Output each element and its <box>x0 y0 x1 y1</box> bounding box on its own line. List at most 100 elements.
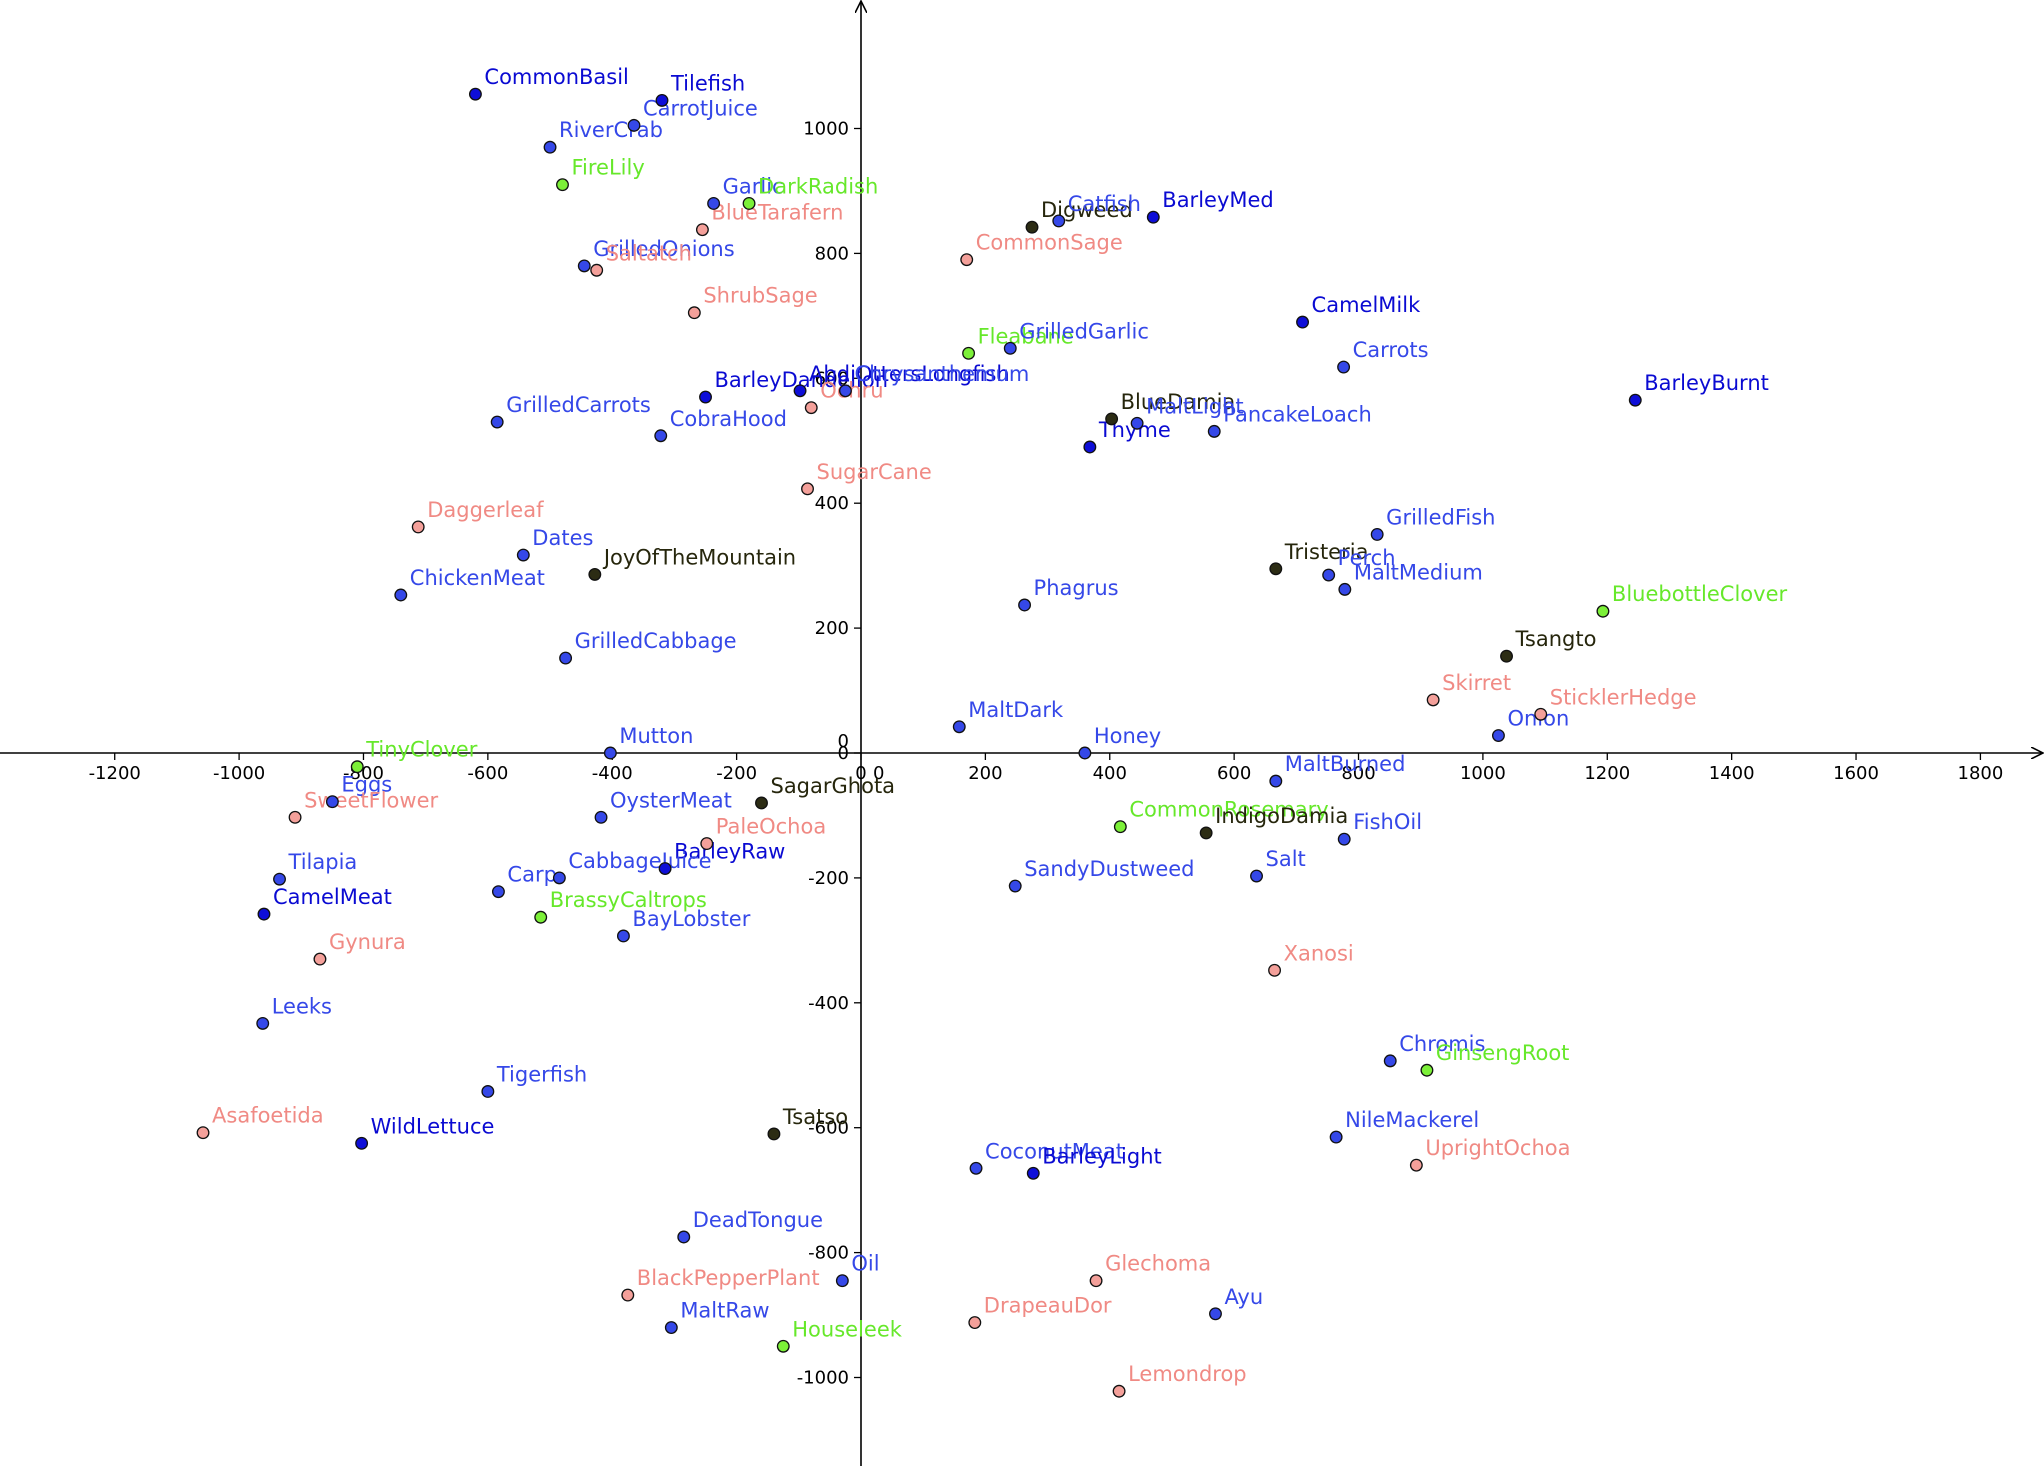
point-honey[interactable] <box>1078 746 1092 760</box>
point-tilefish[interactable] <box>655 93 669 107</box>
point-sweet-flower[interactable] <box>288 810 302 824</box>
point-label-lemondrop: Lemondrop <box>1128 1362 1247 1386</box>
point-daggerleaf[interactable] <box>411 520 425 534</box>
x-tick-label: 200 <box>968 763 1002 784</box>
point-label-upright-ochoa: UprightOchoa <box>1425 1136 1570 1160</box>
point-fire-lily[interactable] <box>556 178 569 192</box>
point-pancake-loach[interactable] <box>1207 424 1221 438</box>
point-coconut-meat[interactable] <box>969 1161 983 1175</box>
point-drapeau-dor[interactable] <box>968 1316 982 1329</box>
point-ayu[interactable] <box>1209 1307 1222 1321</box>
origin-label: 0 <box>838 731 849 752</box>
point-common-rosemary[interactable] <box>1113 820 1127 834</box>
point-carrots[interactable] <box>1337 360 1351 374</box>
point-houseleek[interactable] <box>776 1339 790 1353</box>
point-pale-ochoa[interactable] <box>700 837 714 851</box>
point-grilled-cabbage[interactable] <box>559 651 573 665</box>
point-malt-burned[interactable] <box>1269 774 1283 788</box>
point-label-grilled-onions: GrilledOnions <box>593 237 734 261</box>
point-nile-mackerel[interactable] <box>1329 1130 1343 1144</box>
point-onion[interactable] <box>1491 729 1505 742</box>
point-tsangto[interactable] <box>1500 649 1513 663</box>
point-malt-raw[interactable] <box>664 1321 678 1334</box>
point-saltatch[interactable] <box>590 263 604 277</box>
point-salt[interactable] <box>1250 869 1263 883</box>
point-barley-raw[interactable] <box>658 862 672 875</box>
point-glechoma[interactable] <box>1089 1274 1103 1288</box>
point-eggs[interactable] <box>325 795 339 809</box>
point-fish-oil[interactable] <box>1337 832 1351 846</box>
point-sagar-ghota[interactable] <box>755 796 768 810</box>
point-brassy-caltrops[interactable] <box>534 910 548 924</box>
point-perch[interactable] <box>1322 568 1336 582</box>
point-oil[interactable] <box>835 1274 849 1288</box>
point-catfish[interactable] <box>1052 214 1066 228</box>
point-blue-damia[interactable] <box>1105 412 1119 426</box>
point-black-pepper-plant[interactable] <box>621 1288 635 1302</box>
point-skirret[interactable] <box>1426 693 1440 707</box>
point-dark-radish[interactable] <box>742 196 756 210</box>
point-bay-lobster[interactable] <box>616 929 630 943</box>
point-malt-light[interactable] <box>1130 416 1144 430</box>
point-tristeria[interactable] <box>1269 562 1283 576</box>
point-grilled-onions[interactable] <box>577 259 591 273</box>
point-shrub-sage[interactable] <box>687 306 701 320</box>
point-cobra-hood[interactable] <box>654 429 668 443</box>
point-barley-light[interactable] <box>1026 1166 1040 1180</box>
point-stickler-hedge[interactable] <box>1534 707 1548 721</box>
point-ochru[interactable] <box>804 401 818 415</box>
point-dates[interactable] <box>516 548 530 562</box>
point-gynura[interactable] <box>313 952 327 966</box>
data-points[interactable] <box>196 87 1642 1398</box>
point-abdi-otters-longfish[interactable] <box>793 384 807 398</box>
point-xanosi[interactable] <box>1268 963 1282 977</box>
point-bluebottle-clover[interactable] <box>1596 604 1610 618</box>
point-garlic[interactable] <box>707 196 721 210</box>
point-chromis[interactable] <box>1383 1054 1397 1068</box>
point-label-bay-lobster: BayLobster <box>632 907 750 931</box>
point-common-basil[interactable] <box>468 87 482 101</box>
point-carp[interactable] <box>491 885 505 899</box>
point-mutton[interactable] <box>603 746 617 760</box>
point-river-crab[interactable] <box>543 140 557 154</box>
point-tiny-clover[interactable] <box>350 760 364 774</box>
point-indigo-damia[interactable] <box>1199 826 1213 840</box>
point-label-houseleek: Houseleek <box>792 1317 902 1341</box>
point-barley-dandelion[interactable] <box>699 390 712 404</box>
point-joy-of-the-mountain[interactable] <box>588 567 602 581</box>
point-tigerfish[interactable] <box>481 1085 495 1098</box>
point-tilapia[interactable] <box>273 872 286 886</box>
point-camel-milk[interactable] <box>1296 315 1309 329</box>
point-ginseng-root[interactable] <box>1420 1063 1434 1077</box>
point-chrysanthemum[interactable] <box>839 384 852 398</box>
point-chicken-meat[interactable] <box>394 588 408 602</box>
point-blue-tarafern[interactable] <box>695 223 709 237</box>
point-asafoetida[interactable] <box>196 1126 210 1140</box>
point-thyme[interactable] <box>1083 440 1097 454</box>
point-fleabane[interactable] <box>962 346 976 360</box>
point-dead-tongue[interactable] <box>677 1230 691 1244</box>
point-camel-meat[interactable] <box>257 907 271 921</box>
y-tick-label: -600 <box>808 1118 849 1139</box>
point-upright-ochoa[interactable] <box>1409 1158 1423 1172</box>
point-grilled-carrots[interactable] <box>490 415 504 429</box>
point-barley-burnt[interactable] <box>1628 393 1642 407</box>
point-barley-med[interactable] <box>1146 210 1160 224</box>
point-malt-dark[interactable] <box>952 720 966 734</box>
point-tsatso[interactable] <box>767 1127 781 1141</box>
point-sandy-dustweed[interactable] <box>1008 879 1022 893</box>
point-common-sage[interactable] <box>960 253 974 267</box>
y-tick-label: -400 <box>808 993 849 1014</box>
point-leeks[interactable] <box>256 1016 270 1030</box>
point-cabbage-juice[interactable] <box>552 871 566 885</box>
point-lemondrop[interactable] <box>1112 1384 1126 1398</box>
point-grilled-garlic[interactable] <box>1003 341 1017 355</box>
point-carrot-juice[interactable] <box>627 118 641 132</box>
point-phagrus[interactable] <box>1018 598 1032 612</box>
point-wild-lettuce[interactable] <box>355 1136 369 1150</box>
point-sugar-cane[interactable] <box>801 482 814 496</box>
point-malt-medium[interactable] <box>1338 582 1352 596</box>
point-grilled-fish[interactable] <box>1370 527 1384 541</box>
point-digweed[interactable] <box>1025 220 1039 234</box>
point-oyster-meat[interactable] <box>594 810 608 824</box>
